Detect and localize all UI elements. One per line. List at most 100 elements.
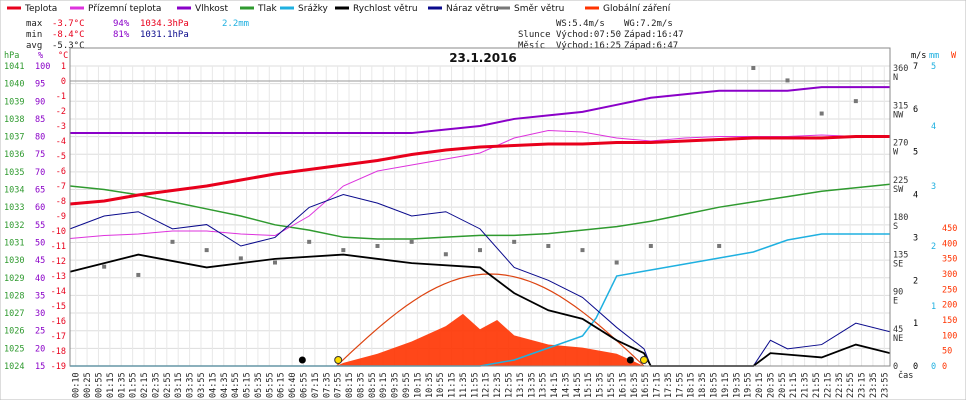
x-tick-label: 13:55: [539, 372, 549, 398]
x-tick-label: 14:55: [573, 372, 583, 398]
stats-block: max -3.7°C 94% 1034.3hPa 2.2mm min -8.4°…: [26, 19, 249, 51]
sun-marker: [334, 356, 343, 364]
x-tick-label: 14:35: [561, 372, 571, 398]
tick-winddir: 90: [893, 288, 903, 298]
tick-w: 350: [942, 255, 957, 265]
tick-ms: 3: [913, 233, 918, 243]
tick-w: 450: [942, 224, 957, 234]
x-tick-label: 19:15: [721, 372, 731, 398]
tick-mm: 5: [931, 62, 936, 72]
tick-pct: 15: [35, 362, 45, 372]
x-tick-label: 10:35: [425, 372, 435, 398]
tick-pct: 70: [35, 168, 45, 178]
tick-degc: -11: [51, 242, 66, 252]
x-tick-label: 09:55: [402, 372, 412, 398]
x-tick-label: 05:15: [243, 372, 253, 398]
tick-winddir-label: NW: [893, 110, 904, 120]
winddir-point: [717, 243, 722, 248]
winddir-point: [614, 260, 619, 265]
moon-marker: [298, 356, 306, 364]
tick-degc: 0: [61, 77, 66, 87]
winddir-point: [512, 239, 517, 244]
tick-hpa: 1038: [4, 115, 24, 125]
tick-w: 300: [942, 270, 957, 280]
tick-mm: 3: [931, 182, 936, 192]
tick-pct: 60: [35, 203, 45, 213]
legend-label: Vlhkost: [195, 4, 228, 14]
x-tick-label: 09:15: [379, 372, 389, 398]
series-radiation: [70, 313, 890, 366]
tick-ms: 7: [913, 62, 918, 72]
info-sun-rise: Východ:07:50: [556, 30, 621, 40]
x-tick-label: 01:55: [129, 372, 139, 398]
tick-pct: 25: [35, 327, 45, 337]
series-vlhkost: [70, 86, 890, 135]
sun-marker: [640, 356, 648, 364]
tick-winddir: 225: [893, 176, 908, 186]
plot-frame: [69, 47, 891, 367]
x-tick-label: 09:35: [391, 372, 401, 398]
tick-hpa: 1037: [4, 133, 24, 143]
x-tick-label: 04:55: [231, 372, 241, 398]
tick-winddir-label: N: [893, 73, 898, 83]
tick-ms: 2: [913, 276, 918, 286]
tick-winddir-label: S: [893, 222, 898, 232]
tick-hpa: 1027: [4, 309, 24, 319]
legend-label: Rychlost větru: [353, 4, 418, 14]
x-tick-label: 11:35: [459, 372, 469, 398]
stat-max-label: max: [26, 19, 43, 29]
legend-label: Přízemní teplota: [88, 4, 161, 14]
tick-degc: 1: [61, 62, 66, 72]
x-tick-label: 15:35: [596, 372, 606, 398]
info-moon-set: Západ:6:47: [624, 41, 678, 51]
x-tick-label: 17:55: [675, 372, 685, 398]
x-tick-label: 18:55: [709, 372, 719, 398]
x-tick-label: 02:35: [151, 372, 161, 398]
winddir-point: [170, 239, 175, 244]
tick-winddir: 270: [893, 139, 908, 149]
x-tick-label: 18:15: [687, 372, 697, 398]
tick-degc: -12: [51, 257, 66, 267]
winddir-point: [375, 243, 380, 248]
tick-degc: -5: [56, 152, 66, 162]
tick-pct: 20: [35, 344, 45, 354]
tick-winddir-label: SW: [893, 185, 904, 195]
tick-degc: -2: [56, 107, 66, 117]
x-tick-label: 19:55: [744, 372, 754, 398]
unit-mm: mm: [929, 51, 939, 61]
winddir-point: [546, 243, 551, 248]
winddir-point: [580, 248, 585, 253]
tick-w: 50: [942, 347, 952, 357]
tick-degc: -17: [51, 332, 66, 342]
x-tick-label: 08:55: [368, 372, 378, 398]
tick-winddir-label: SE: [893, 259, 903, 269]
series-layer: [69, 66, 891, 367]
stat-max-rain: 2.2mm: [222, 19, 249, 29]
tick-ms: 5: [913, 148, 918, 158]
x-tick-label: 08:15: [345, 372, 355, 398]
tick-pct: 50: [35, 238, 45, 248]
winddir-point: [648, 243, 653, 248]
series-n-raz-v-tru: [69, 194, 891, 367]
x-tick-label: 05:35: [254, 372, 264, 398]
x-tick-label: 12:15: [482, 372, 492, 398]
x-tick-label: 21:35: [801, 372, 811, 398]
tick-pct: 85: [35, 115, 45, 125]
legend-label: Srážky: [298, 4, 329, 14]
tick-pct: 35: [35, 291, 45, 301]
x-tick-label: 23:15: [858, 372, 868, 398]
tick-w: 150: [942, 316, 957, 326]
tick-degc: -18: [51, 347, 66, 357]
x-tick-label: 07:35: [322, 372, 332, 398]
tick-degc: -19: [51, 362, 66, 372]
x-tick-label: 03:55: [197, 372, 207, 398]
tick-pct: 100: [35, 62, 50, 72]
winddir-point: [136, 272, 141, 277]
tick-degc: -16: [51, 317, 66, 327]
winddir-point: [307, 239, 312, 244]
chart-title: 23.1.2016: [449, 51, 517, 65]
tick-winddir-label: NE: [893, 334, 903, 344]
x-tick-label: 20:15: [755, 372, 765, 398]
legend-label: Globální záření: [603, 4, 671, 14]
